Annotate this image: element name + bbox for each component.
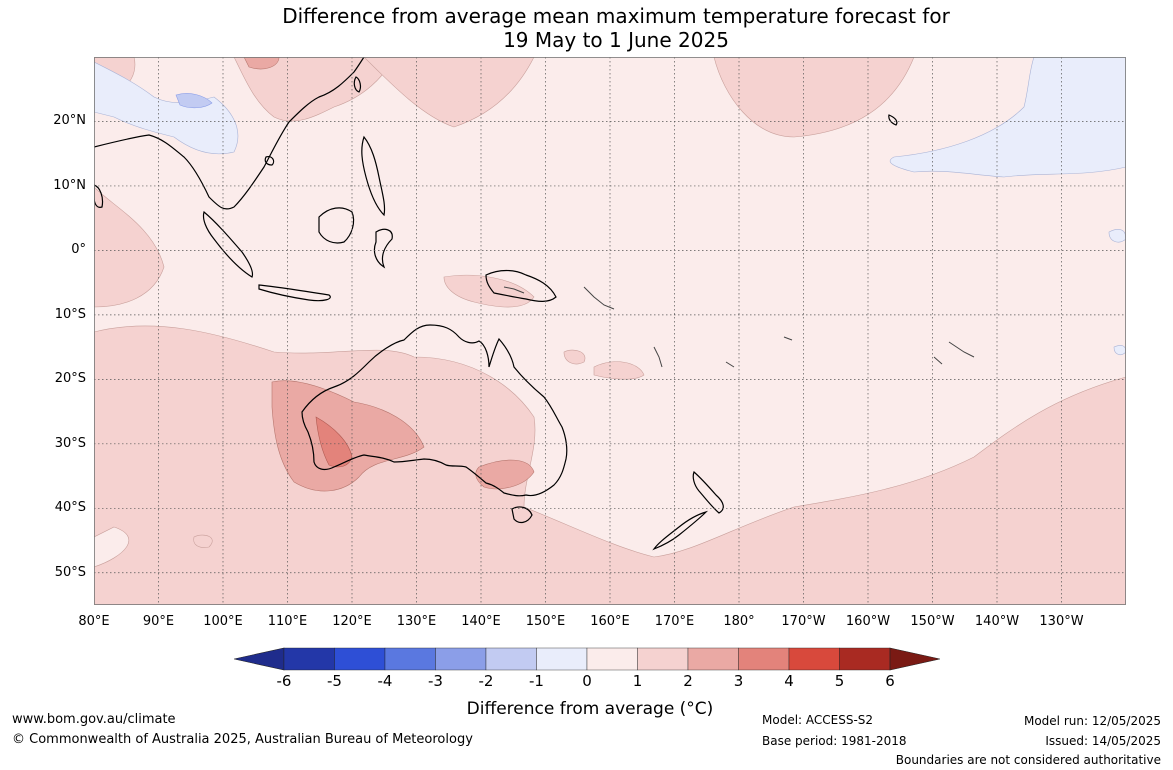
anomaly-band-1-2: [94, 57, 1126, 605]
new-guinea-coast: [485, 269, 557, 302]
java-coast: [258, 284, 331, 302]
colorbar-cells: [234, 647, 940, 671]
title-line-1: Difference from average mean maximum tem…: [282, 4, 950, 28]
map-canvas: [94, 57, 1126, 605]
tasmania-coast: [511, 506, 533, 524]
website-link[interactable]: www.bom.gov.au/climate: [12, 712, 176, 727]
colorbar-tick-label: 4: [784, 672, 794, 690]
sulawesi-coast: [373, 228, 393, 269]
colorbar: [234, 647, 940, 671]
longitude-label: 150°E: [525, 614, 566, 629]
longitude-label: 80°E: [78, 614, 110, 629]
colorbar-cell: [839, 647, 891, 671]
base-period: Base period: 1981-2018: [762, 734, 907, 748]
map-frame: [94, 57, 1126, 605]
colorbar-cell: [738, 647, 790, 671]
colorbar-tick-label: -6: [276, 672, 292, 690]
latitude-label: 20°S: [54, 371, 86, 387]
latitude-label: 10°S: [54, 306, 86, 322]
coastlines: [94, 57, 898, 551]
colorbar-cell: [435, 647, 487, 671]
philippines-coast: [361, 135, 386, 217]
hawaii-coast: [888, 114, 898, 126]
copyright-text: © Commonwealth of Australia 2025, Austra…: [12, 732, 473, 747]
colorbar-cell: [384, 647, 436, 671]
colorbar-tick-label: -1: [529, 672, 544, 690]
colorbar-tick-label: 1: [632, 672, 643, 690]
longitude-label: 170°W: [781, 614, 826, 629]
anomaly-band-neg2-neg1: [175, 93, 213, 109]
latitude-label: 0°: [71, 242, 86, 258]
issued-date: Issued: 14/05/2025: [1045, 734, 1161, 748]
colorbar-cell: [586, 647, 638, 671]
asia-mainland-coast: [94, 57, 365, 210]
longitude-label: 130°W: [1039, 614, 1084, 629]
colorbar-tick-label: 2: [683, 672, 693, 690]
taiwan-coast: [353, 76, 362, 93]
longitude-label: 140°E: [461, 614, 501, 629]
colorbar-cell: [687, 647, 739, 671]
longitude-label: 150°W: [910, 614, 955, 629]
colorbar-cell: [485, 647, 537, 671]
longitude-label: 110°E: [267, 614, 308, 629]
colorbar-tick-label: 0: [582, 672, 592, 690]
longitude-label: 180°: [723, 614, 755, 629]
anomaly-band-neg1-0: [94, 57, 1126, 356]
longitude-label: 100°E: [203, 614, 243, 629]
australia-coast: [301, 324, 568, 497]
colorbar-tick-label: -5: [327, 672, 342, 690]
longitude-label: 90°E: [142, 614, 175, 629]
model-name: Model: ACCESS-S2: [762, 713, 874, 727]
colorbar-tick-label: -3: [428, 672, 443, 690]
new-zealand-south-coast: [652, 510, 709, 551]
colorbar-max-arrow: [889, 647, 940, 671]
colorbar-tick-label: 6: [885, 672, 895, 690]
borneo-coast: [318, 207, 355, 244]
longitude-label: 160°W: [845, 614, 891, 629]
forecast-map: [94, 57, 1126, 605]
longitude-label: 130°E: [396, 614, 437, 629]
anomaly-band-2-3: [243, 57, 535, 492]
colorbar-cell: [334, 647, 386, 671]
longitude-label: 170°E: [654, 614, 695, 629]
colorbar-cell: [788, 647, 840, 671]
colorbar-label: Difference from average (°C): [466, 699, 714, 719]
latitude-label: 10°N: [53, 177, 86, 193]
gridlines: [94, 57, 1126, 605]
latitude-label: 50°S: [54, 564, 86, 580]
longitude-label: 160°E: [590, 614, 630, 629]
map-title: Difference from average mean maximum tem…: [0, 4, 1173, 52]
colorbar-tick-label: -4: [377, 672, 393, 690]
title-line-2: 19 May to 1 June 2025: [503, 28, 729, 52]
longitude-label: 120°E: [332, 614, 372, 629]
colorbar-tick-label: 5: [834, 672, 845, 690]
new-zealand-north-coast: [692, 470, 724, 514]
hainan-coast: [264, 156, 275, 166]
colorbar-cell: [283, 647, 335, 671]
colorbar-min-arrow: [234, 647, 285, 671]
latitude-label: 30°S: [54, 435, 86, 451]
colorbar-cell: [536, 647, 588, 671]
anomaly-band-3-4: [315, 416, 353, 468]
longitude-label: 140°W: [974, 614, 1020, 629]
pacific-islands: [503, 286, 975, 368]
model-run: Model run: 12/05/2025: [1023, 714, 1161, 728]
colorbar-tick-label: -2: [478, 672, 494, 690]
colorbar-tick-label: 3: [733, 672, 744, 690]
latitude-label: 40°S: [54, 500, 86, 516]
latitude-label: 20°N: [53, 113, 86, 129]
sumatra-coast: [202, 210, 254, 278]
boundaries-note: Boundaries are not considered authoritat…: [895, 753, 1161, 767]
colorbar-cell: [637, 647, 689, 671]
